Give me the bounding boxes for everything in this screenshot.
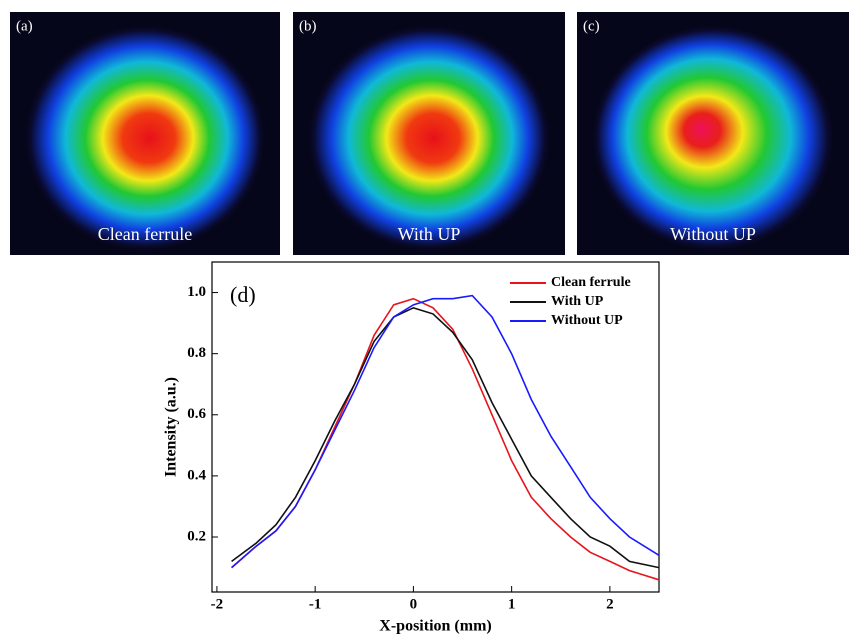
series-line xyxy=(231,294,660,569)
legend-label: Without UP xyxy=(551,313,623,328)
panel-tag: (c) xyxy=(583,18,600,34)
panels: (a) Clean ferrule (b) With UP (c) Without UP xyxy=(10,12,849,255)
x-tick-label: 2 xyxy=(606,596,614,612)
y-tick-label: 0.6 xyxy=(187,406,206,422)
beam-profile xyxy=(20,16,270,251)
chart: -2 -1 0 1 2 0.2 0.4 0.6 0.8 1.0 X-position (mm) Int… xyxy=(163,261,660,635)
panel-label: Without UP xyxy=(670,224,756,244)
legend-label: With UP xyxy=(551,294,604,309)
x-tick-label: -2 xyxy=(211,596,224,612)
y-tick-label: 0.4 xyxy=(187,467,206,483)
x-tick-label: 1 xyxy=(508,596,516,612)
beam-profile xyxy=(587,16,839,251)
legend-label: Clean ferrule xyxy=(551,275,631,290)
y-tick-label: 0.2 xyxy=(187,528,206,544)
x-tick-label: 0 xyxy=(410,596,418,612)
series-line xyxy=(231,297,660,581)
panel-label: Clean ferrule xyxy=(98,224,192,244)
annotation: (d) xyxy=(230,282,256,307)
beam-profile xyxy=(303,16,555,251)
panel-tag: (b) xyxy=(299,18,317,34)
panel-label: With UP xyxy=(398,224,461,244)
series-line xyxy=(231,306,660,569)
y-tick-label: 1.0 xyxy=(187,284,206,300)
plot-frame xyxy=(211,261,660,593)
y-tick-label: 0.8 xyxy=(187,345,206,361)
x-axis-label: X-position (mm) xyxy=(379,618,491,635)
x-tick-label: -1 xyxy=(309,596,322,612)
panel-tag: (a) xyxy=(16,18,33,34)
y-axis-label: Intensity (a.u.) xyxy=(163,377,180,477)
